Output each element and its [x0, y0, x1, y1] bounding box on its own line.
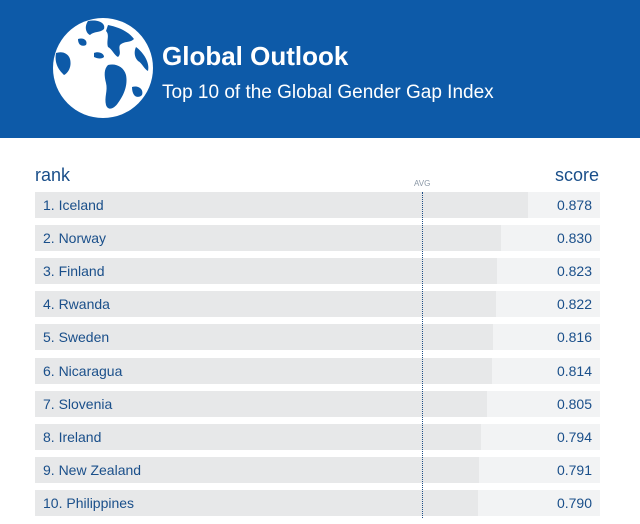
- score-value: 0.823: [556, 263, 592, 280]
- score-bar: [35, 390, 487, 417]
- country-label: 10. Philippines: [43, 494, 135, 511]
- score-value: 0.805: [556, 395, 592, 412]
- country-label: 4. Rwanda: [43, 296, 110, 313]
- score-value: 0.830: [556, 230, 592, 247]
- page-subtitle: Top 10 of the Global Gender Gap Index: [162, 82, 494, 103]
- table-row: 1. Iceland 0.878: [35, 192, 600, 218]
- score-bar: [35, 324, 493, 351]
- score-bar: [35, 423, 481, 450]
- score-bar: [35, 357, 492, 384]
- country-label: 5. Sweden: [43, 329, 110, 346]
- table-row: 6. Nicaragua 0.814: [35, 357, 600, 384]
- score-bar: [35, 456, 479, 483]
- score-value: 0.790: [556, 494, 592, 511]
- score-value: 0.814: [556, 362, 592, 379]
- average-label: AVG: [414, 179, 431, 188]
- header-banner: Global Outlook Top 10 of the Global Gend…: [0, 0, 640, 138]
- country-label: 1. Iceland: [43, 197, 104, 213]
- table-row: 7. Slovenia 0.805: [35, 390, 600, 417]
- table-row: 10. Philippines 0.790: [35, 489, 600, 516]
- table-row: 5. Sweden 0.816: [35, 324, 600, 351]
- table-row: 9. New Zealand 0.791: [35, 456, 600, 483]
- country-label: 2. Norway: [43, 230, 107, 247]
- score-value: 0.791: [556, 461, 592, 478]
- table-row: 3. Finland 0.823: [35, 258, 600, 285]
- table-row: 8. Ireland 0.794: [35, 423, 600, 450]
- score-column-header: score: [555, 165, 600, 185]
- table-row: 2. Norway 0.830: [35, 225, 600, 252]
- globe-icon: [53, 18, 153, 118]
- country-label: 7. Slovenia: [43, 395, 113, 412]
- score-value: 0.822: [556, 296, 592, 313]
- table-row: 4. Rwanda 0.822: [35, 291, 600, 318]
- score-bar: [35, 192, 528, 218]
- average-line: [422, 192, 424, 518]
- country-label: 3. Finland: [43, 263, 105, 280]
- country-label: 6. Nicaragua: [43, 362, 123, 379]
- score-bar: [35, 489, 479, 516]
- country-label: 9. New Zealand: [43, 461, 142, 478]
- score-bar: [35, 291, 497, 318]
- country-label: 8. Ireland: [43, 428, 102, 445]
- page-title: Global Outlook: [162, 41, 349, 71]
- score-value: 0.794: [556, 428, 592, 445]
- score-value: 0.878: [556, 197, 592, 213]
- score-value: 0.816: [556, 329, 592, 346]
- score-bar: [35, 258, 497, 285]
- rank-column-header: rank: [35, 165, 71, 185]
